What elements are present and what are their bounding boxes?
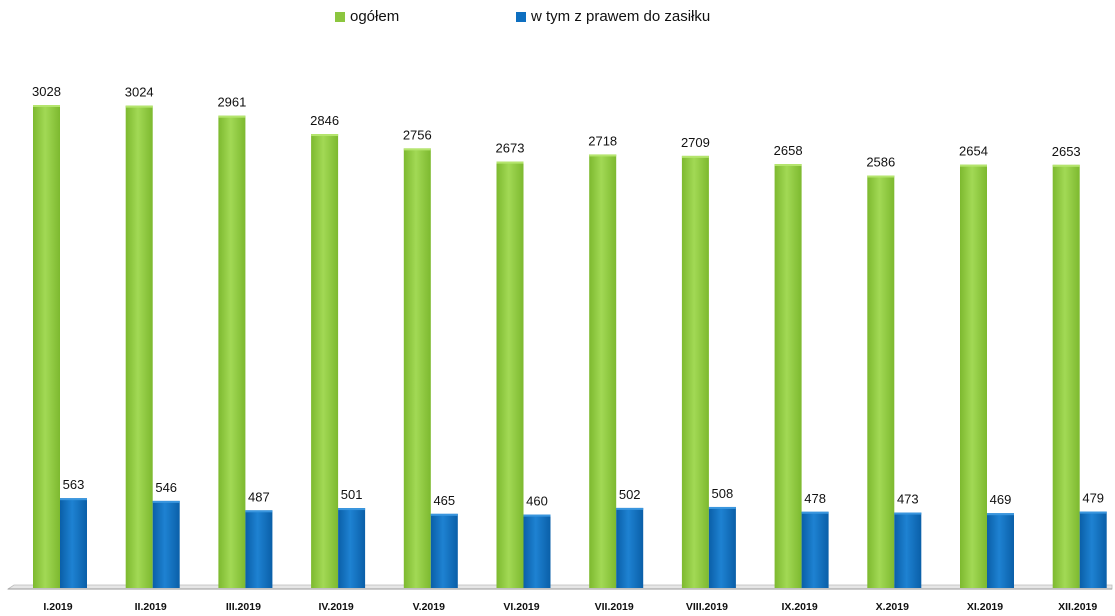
bar-zasilek bbox=[338, 508, 366, 588]
bar-zasilek bbox=[430, 513, 458, 588]
bar-ogolem bbox=[218, 115, 246, 588]
data-label: 487 bbox=[248, 489, 270, 504]
bar-ogolem bbox=[311, 134, 339, 588]
legend-item-ogolem: ogółem bbox=[335, 8, 399, 25]
data-label: 479 bbox=[1082, 491, 1104, 506]
data-label: 473 bbox=[897, 492, 919, 507]
bar-ogolem bbox=[867, 175, 895, 588]
bar-ogolem bbox=[681, 155, 709, 588]
legend-swatch-green bbox=[335, 11, 345, 22]
bar-top-highlight bbox=[218, 115, 246, 118]
bar-ogolem bbox=[774, 164, 802, 588]
bar-top-highlight bbox=[245, 510, 273, 513]
bar-top-highlight bbox=[708, 506, 736, 509]
data-label: 2586 bbox=[866, 155, 895, 170]
bar-top-highlight bbox=[403, 148, 431, 151]
x-tick-label: X.2019 bbox=[876, 601, 909, 613]
bar-zasilek bbox=[708, 506, 736, 588]
data-label: 478 bbox=[804, 491, 826, 506]
data-label: 508 bbox=[712, 486, 734, 501]
x-tick-label: XI.2019 bbox=[967, 601, 1003, 613]
x-tick-label: V.2019 bbox=[413, 601, 445, 613]
bar-top-highlight bbox=[589, 154, 617, 157]
x-tick-label: I.2019 bbox=[43, 601, 72, 613]
data-label: 2673 bbox=[496, 141, 525, 156]
bar-ogolem bbox=[33, 105, 60, 588]
bar-top-highlight bbox=[523, 514, 551, 517]
x-tick-label: XII.2019 bbox=[1058, 601, 1097, 613]
bar-zasilek bbox=[801, 511, 829, 588]
data-label: 2709 bbox=[681, 135, 710, 150]
data-label: 2718 bbox=[588, 133, 617, 148]
bar-zasilek bbox=[1079, 511, 1107, 588]
data-label: 469 bbox=[990, 492, 1012, 507]
bar-zasilek bbox=[894, 512, 922, 588]
legend-label: w tym z prawem do zasiłku bbox=[531, 8, 711, 25]
bar-ogolem bbox=[403, 148, 431, 588]
bar-ogolem bbox=[960, 164, 987, 588]
data-label: 3024 bbox=[125, 85, 154, 100]
bar-top-highlight bbox=[311, 134, 339, 137]
data-label: 2654 bbox=[959, 144, 988, 159]
bar-top-highlight bbox=[894, 512, 922, 515]
data-label: 2961 bbox=[217, 95, 246, 110]
data-label: 3028 bbox=[32, 84, 61, 99]
data-label: 2846 bbox=[310, 113, 339, 128]
bar-top-highlight bbox=[616, 507, 644, 510]
data-label: 502 bbox=[619, 487, 641, 502]
bar-top-highlight bbox=[125, 105, 153, 108]
bar-ogolem bbox=[1052, 164, 1080, 588]
bar-top-highlight bbox=[960, 164, 987, 167]
data-label: 2756 bbox=[403, 127, 432, 142]
x-tick-label: II.2019 bbox=[135, 601, 167, 613]
x-tick-label: III.2019 bbox=[226, 601, 261, 613]
bar-ogolem bbox=[496, 161, 524, 589]
data-label: 460 bbox=[526, 494, 548, 509]
bar-top-highlight bbox=[496, 161, 524, 164]
data-label: 465 bbox=[433, 493, 455, 508]
x-tick-label: IV.2019 bbox=[318, 601, 353, 613]
data-label: 563 bbox=[63, 477, 85, 492]
bar-top-highlight bbox=[987, 513, 1014, 516]
bar-ogolem bbox=[589, 154, 617, 588]
data-label: 2653 bbox=[1052, 144, 1081, 159]
bar-zasilek bbox=[987, 513, 1014, 588]
bar-top-highlight bbox=[1079, 511, 1107, 514]
bar-top-highlight bbox=[60, 498, 87, 501]
legend-item-zasilek: w tym z prawem do zasiłku bbox=[516, 8, 710, 25]
x-tick-label: VIII.2019 bbox=[686, 601, 728, 613]
x-tick-label: VI.2019 bbox=[503, 601, 539, 613]
bar-top-highlight bbox=[774, 164, 802, 167]
x-tick-label: IX.2019 bbox=[781, 601, 817, 613]
bar-top-highlight bbox=[1052, 164, 1080, 167]
bar-zasilek bbox=[245, 510, 273, 588]
bar-top-highlight bbox=[801, 511, 829, 514]
legend-swatch-blue bbox=[516, 11, 526, 22]
bar-top-highlight bbox=[681, 155, 709, 158]
data-label: 501 bbox=[341, 487, 363, 502]
x-tick-label: VII.2019 bbox=[595, 601, 634, 613]
bar-zasilek bbox=[523, 514, 551, 588]
bar-zasilek bbox=[152, 500, 180, 588]
bar-zasilek bbox=[60, 498, 87, 588]
legend-label: ogółem bbox=[350, 8, 400, 25]
bar-top-highlight bbox=[338, 508, 366, 511]
data-label: 546 bbox=[155, 480, 177, 495]
bar-top-highlight bbox=[430, 513, 458, 516]
bar-top-highlight bbox=[33, 105, 60, 107]
bar-zasilek bbox=[616, 507, 644, 588]
data-label: 2658 bbox=[774, 143, 803, 158]
bar-top-highlight bbox=[152, 500, 180, 503]
bar-ogolem bbox=[125, 105, 153, 588]
bar-top-highlight bbox=[867, 175, 895, 178]
legend: ogółem w tym z prawem do zasiłku bbox=[0, 8, 1115, 32]
